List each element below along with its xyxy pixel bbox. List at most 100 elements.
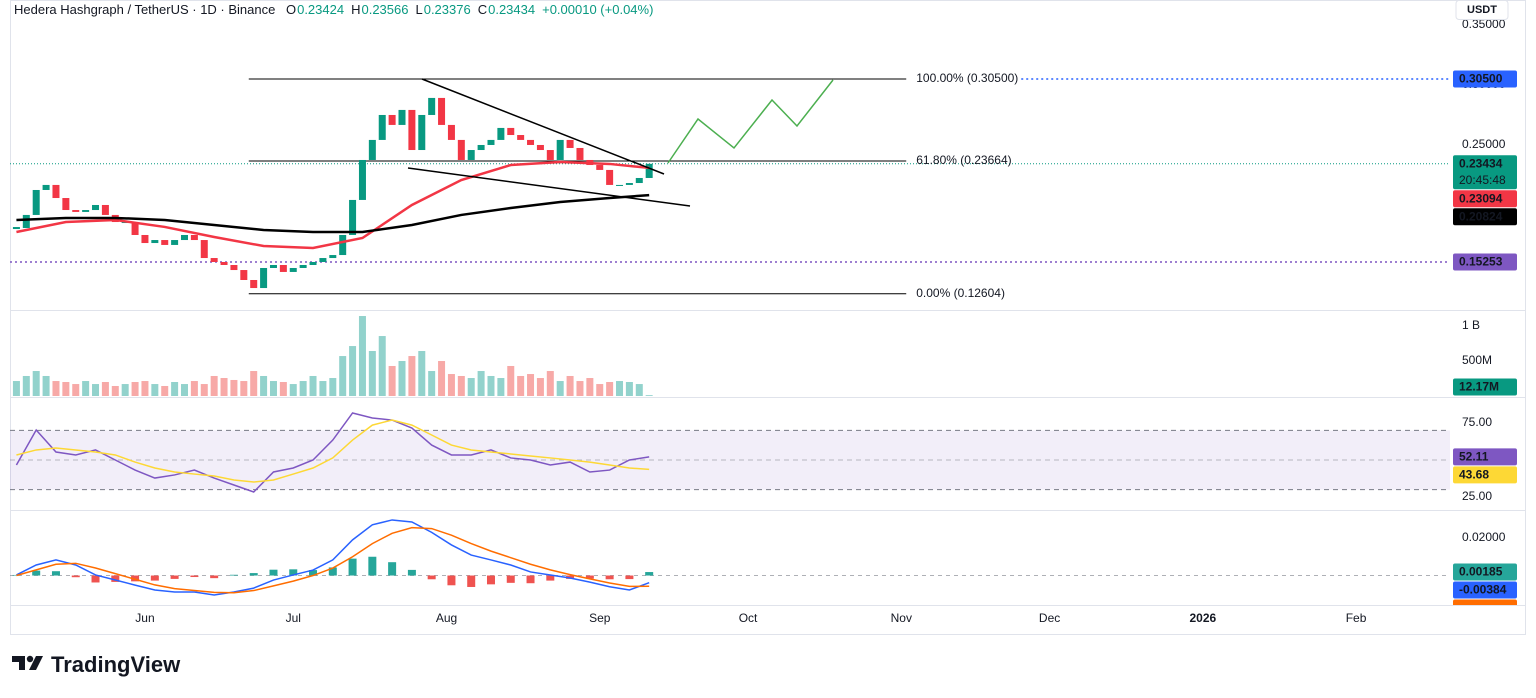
fib-label: 61.80% (0.23664)	[916, 153, 1011, 167]
candle	[507, 127, 515, 136]
candle	[596, 165, 604, 170]
price-badge	[1453, 466, 1517, 484]
price-badge	[1453, 581, 1517, 599]
volume-bar	[428, 371, 436, 396]
volume-bar	[546, 371, 554, 396]
y-tick-label: 0.35000	[1462, 17, 1506, 31]
histogram-bar	[407, 569, 416, 576]
background-layer	[10, 78, 1450, 577]
histogram-bar	[210, 575, 219, 579]
price-badge	[1453, 208, 1517, 226]
candle	[398, 109, 406, 125]
candle	[625, 183, 633, 185]
x-tick-label: Sep	[589, 611, 611, 625]
fib-label: 0.00% (0.12604)	[916, 286, 1005, 300]
candle	[289, 267, 297, 272]
volume-bar	[269, 381, 277, 396]
ohlc-value: 0.23424	[297, 2, 345, 17]
candle	[32, 189, 40, 215]
projection-path	[667, 79, 834, 164]
price-badge	[1453, 563, 1517, 581]
volume-bar	[289, 384, 297, 396]
candle	[477, 144, 485, 151]
candle	[101, 204, 109, 215]
y-tick-label: 1 B	[1462, 318, 1480, 332]
candle	[339, 234, 347, 256]
volume-bar	[52, 381, 60, 396]
candle	[517, 135, 525, 140]
logo-icon	[26, 655, 34, 663]
volume-bar	[161, 385, 169, 396]
y-tick-label: 0.25000	[1462, 137, 1506, 151]
candle	[546, 150, 554, 160]
candle	[467, 150, 475, 160]
candle	[645, 163, 653, 178]
candle	[92, 204, 100, 211]
volume-bar	[82, 381, 90, 396]
candle	[556, 139, 564, 160]
x-tick-label: Aug	[436, 611, 457, 625]
candle	[497, 127, 505, 140]
candle	[52, 184, 60, 199]
volume-bar	[408, 356, 416, 396]
histogram-bar	[150, 575, 159, 581]
volume-bar	[398, 361, 406, 396]
ohlc-key: O	[285, 2, 297, 17]
price-badge	[1453, 155, 1517, 190]
candle	[428, 97, 436, 115]
currency: USDT	[1467, 4, 1497, 16]
volume-bar	[517, 375, 525, 396]
candle	[635, 177, 643, 184]
price-badge	[1453, 599, 1517, 605]
candle	[349, 199, 357, 235]
volume-bar	[418, 351, 426, 396]
logo: TradingView	[12, 652, 181, 677]
logo-icon	[12, 656, 25, 670]
candle	[161, 240, 169, 245]
x-tick-label: Feb	[1346, 611, 1367, 625]
volume-bar	[309, 375, 317, 396]
candle	[151, 240, 159, 244]
trendline-upper	[421, 78, 665, 175]
volume-bar	[131, 382, 139, 396]
badge-label: 0.00185	[1459, 565, 1503, 579]
drawings	[407, 78, 834, 207]
histogram-bar	[625, 575, 634, 580]
x-tick-label: Nov	[891, 611, 912, 625]
volume-bar	[190, 381, 198, 396]
volume-bar	[62, 382, 70, 396]
volume-bar	[358, 316, 366, 396]
histogram-bar	[486, 575, 495, 585]
brand: TradingView	[51, 652, 181, 677]
y-tick-label: 0.02000	[1462, 530, 1506, 544]
volume-bar	[616, 381, 624, 396]
histogram-bar	[526, 575, 535, 584]
volume-bar	[329, 378, 337, 396]
candle	[171, 240, 179, 245]
volume-bar	[378, 336, 386, 396]
histogram-bar	[269, 569, 278, 576]
histogram-bar	[427, 575, 436, 580]
candle	[131, 222, 139, 235]
candle	[62, 198, 70, 211]
badge-label: 0.30500	[1459, 72, 1503, 86]
candle	[566, 139, 574, 148]
moving-average	[16, 193, 650, 234]
candle	[309, 261, 317, 265]
volume-bar	[42, 375, 50, 396]
x-tick-label: 2026	[1189, 611, 1216, 625]
volume-bar	[635, 384, 643, 396]
volume-bar	[566, 375, 574, 396]
volume-bar	[507, 365, 515, 396]
volume-bar	[388, 365, 396, 396]
volume-bar	[438, 361, 446, 396]
moving-average	[16, 160, 650, 250]
volume-bar	[556, 381, 564, 396]
badge-label: 12.17M	[1459, 380, 1499, 394]
candle	[22, 214, 30, 229]
volume-bar	[141, 381, 149, 396]
candle	[606, 169, 614, 185]
volume-bar	[92, 384, 100, 396]
candle	[250, 279, 258, 289]
